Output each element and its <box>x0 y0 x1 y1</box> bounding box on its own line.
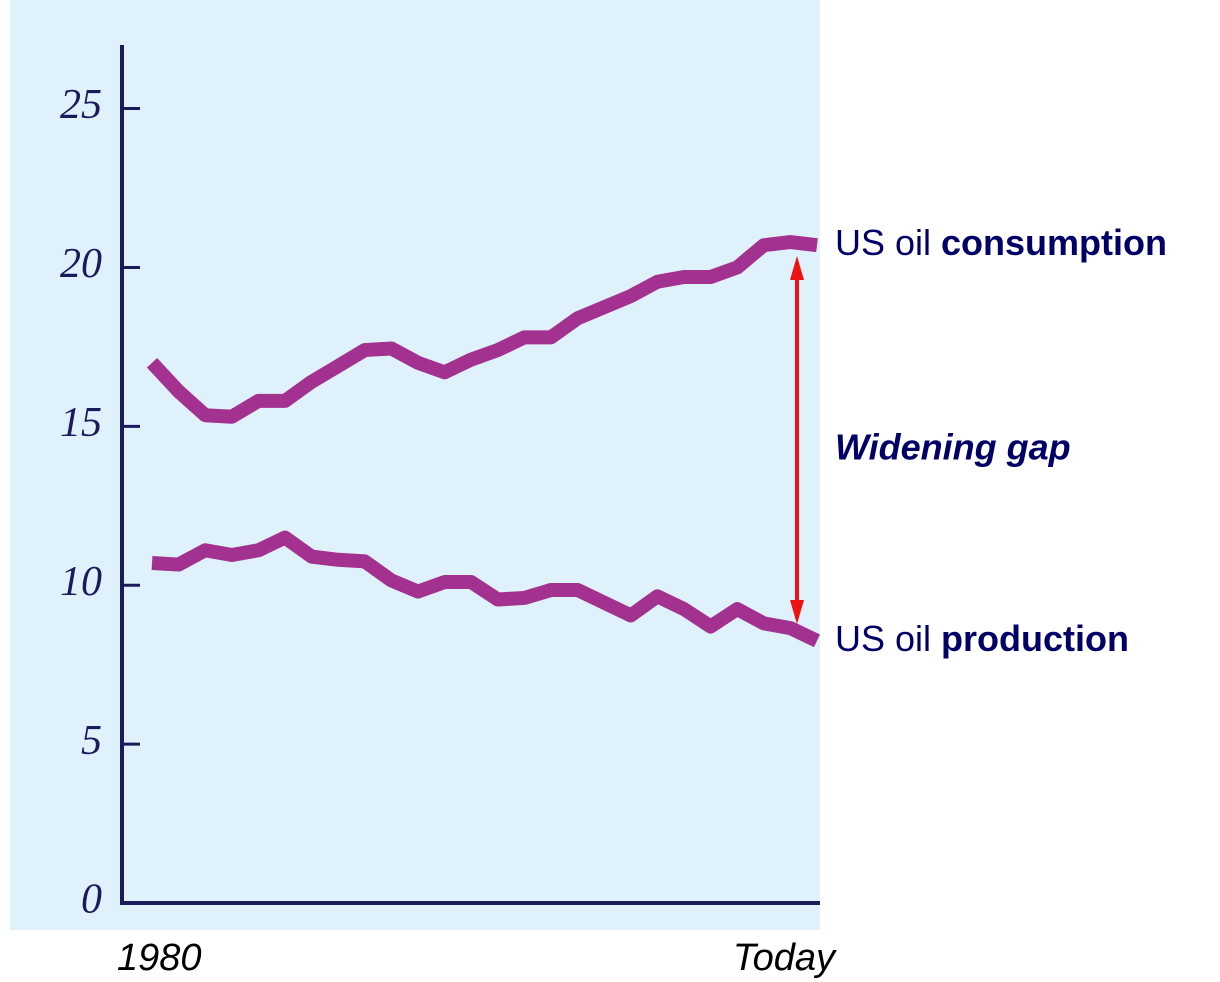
arrow-head <box>790 600 804 624</box>
x-tick-label: 1980 <box>117 937 202 979</box>
y-tick-label: 5 <box>81 718 102 764</box>
y-tick-label: 20 <box>60 241 102 287</box>
arrow-head <box>790 256 804 280</box>
series-label: US oil consumption <box>835 222 1167 263</box>
y-tick-label: 15 <box>60 400 102 446</box>
annotation: Widening gap <box>835 427 1071 468</box>
y-tick-label: 0 <box>81 877 102 923</box>
series-label: US oil production <box>835 617 1129 658</box>
y-tick-label: 25 <box>60 82 102 128</box>
y-tick-label: 10 <box>60 559 102 605</box>
plot-background <box>10 0 820 930</box>
series-line <box>146 235 818 424</box>
series-line <box>151 530 821 648</box>
x-tick-label: Today <box>733 937 837 979</box>
